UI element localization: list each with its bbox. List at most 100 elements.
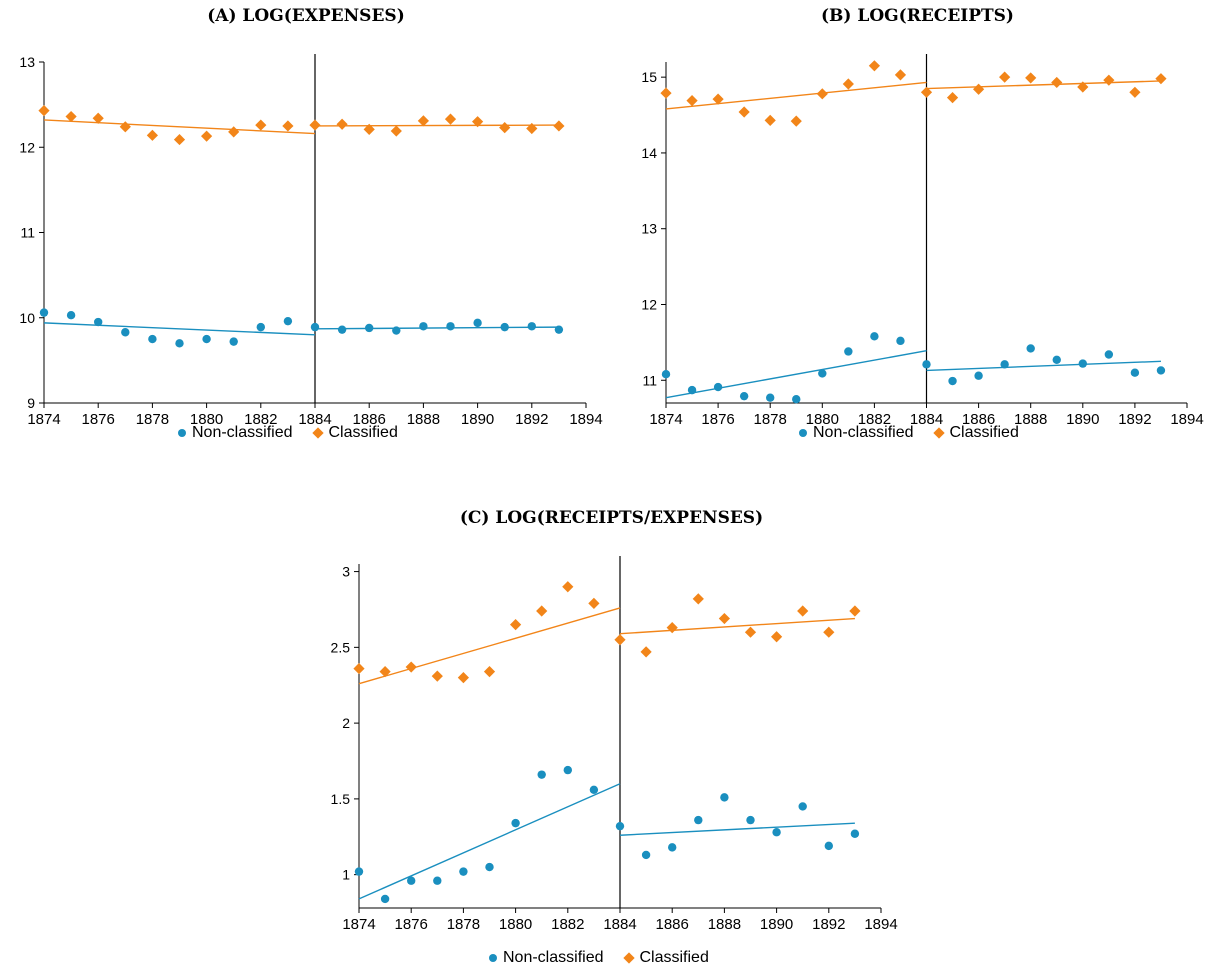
x-tick-label: 1876: [701, 411, 734, 428]
panel-c-title: (C) LOG(RECEIPTS/EXPENSES): [459, 508, 764, 528]
fit-line-pre: [358, 607, 621, 685]
data-point-classified: [336, 118, 348, 130]
panel-b-legend: Non-classified Classified: [799, 424, 1033, 442]
panel-c-chart: 1 1.5 2 2.5 3 1874 1876 1878 1880 1882 1884 1886 188…: [331, 556, 898, 933]
x-tick-label: 1884: [910, 411, 943, 428]
fit-line-post: [619, 822, 855, 836]
data-point-non-classified: [446, 322, 455, 331]
data-point-classified: [868, 60, 880, 72]
data-point-non-classified: [844, 347, 853, 356]
data-point-classified: [823, 626, 835, 638]
data-point-classified: [686, 95, 698, 107]
legend-diamond-marker: [623, 952, 636, 964]
y-tick-label: 15: [641, 69, 657, 85]
data-point-non-classified: [459, 867, 468, 876]
data-point-non-classified: [824, 841, 833, 851]
x-tick-label: 1880: [190, 411, 223, 428]
data-point-classified: [771, 631, 783, 643]
legend-label-classified: Classified: [949, 424, 1019, 441]
data-point-non-classified: [148, 334, 157, 344]
x-tick-label: 1880: [499, 916, 532, 933]
panel-a-legend: Non-classified Classified: [178, 424, 412, 442]
y-tick-label: 1: [342, 867, 350, 883]
data-point-classified: [472, 116, 484, 128]
legend-dot-marker: [178, 429, 186, 437]
legend-item-non-classified: Non-classified: [799, 424, 913, 442]
data-point-classified: [405, 661, 417, 673]
data-point-non-classified: [798, 802, 807, 811]
x-tick-label: 1894: [864, 916, 897, 933]
data-point-non-classified: [850, 829, 860, 838]
panel-b-chart: 11 12 13 14 15 1874 1876 1878 1880 1882 1884 1886 18…: [641, 54, 1204, 428]
y-tick-label: 1.5: [331, 791, 351, 807]
legend-label-non-classified: Non-classified: [813, 424, 914, 441]
data-point-non-classified: [948, 376, 957, 386]
data-point-classified: [417, 115, 429, 127]
data-point-classified: [999, 71, 1011, 83]
x-tick-label: 1894: [569, 411, 602, 428]
data-point-classified: [738, 106, 750, 118]
data-point-classified: [1025, 72, 1037, 84]
data-point-classified: [457, 672, 469, 684]
y-tick-label: 13: [641, 221, 657, 237]
data-point-classified: [363, 123, 375, 135]
x-tick-label: 1894: [1170, 411, 1203, 428]
x-tick-label: 1886: [962, 411, 995, 428]
data-point-classified: [173, 133, 186, 146]
data-point-non-classified: [661, 370, 671, 379]
data-point-classified: [816, 88, 828, 100]
data-point-non-classified: [589, 785, 599, 794]
fit-line-pre: [358, 783, 621, 900]
data-point-non-classified: [615, 821, 625, 831]
data-point-classified: [614, 634, 626, 646]
y-tick-label: 3: [342, 564, 350, 580]
data-point-classified: [1129, 86, 1141, 98]
data-point-classified: [431, 670, 443, 682]
data-point-non-classified: [1000, 360, 1009, 369]
data-point-non-classified: [380, 894, 390, 904]
data-point-classified: [842, 78, 854, 90]
y-tick-label: 10: [19, 310, 35, 326]
data-point-non-classified: [1026, 344, 1035, 353]
data-point-non-classified: [256, 322, 265, 332]
x-tick-label: 1890: [760, 916, 793, 933]
x-tick-label: 1884: [603, 916, 636, 933]
data-point-non-classified: [694, 815, 703, 825]
legend-diamond-marker: [312, 427, 325, 439]
x-tick-label: 1892: [515, 411, 548, 428]
y-tick-label: 11: [20, 225, 35, 241]
data-point-classified: [588, 597, 600, 610]
x-tick-label: 1890: [1066, 411, 1099, 428]
x-tick-label: 1892: [1118, 411, 1151, 428]
x-tick-label: 1882: [551, 916, 584, 933]
legend-item-classified: Classified: [933, 424, 1019, 442]
data-point-classified: [309, 119, 321, 131]
data-point-non-classified: [818, 369, 827, 378]
data-point-non-classified: [229, 337, 238, 346]
data-point-non-classified: [974, 371, 983, 380]
data-point-classified: [790, 115, 802, 127]
y-tick-label: 9: [27, 395, 35, 411]
fit-line-post: [619, 617, 855, 635]
data-point-classified: [849, 605, 861, 617]
fit-line-pre: [43, 322, 316, 336]
data-point-non-classified: [473, 318, 482, 328]
x-tick-label: 1878: [754, 411, 787, 428]
y-tick-label: 13: [19, 54, 35, 70]
data-point-non-classified: [772, 828, 781, 837]
data-point-classified: [1103, 74, 1115, 86]
y-tick-label: 2: [342, 715, 350, 731]
data-point-non-classified: [713, 382, 723, 392]
data-point-non-classified: [641, 850, 651, 860]
legend-label-non-classified: Non-classified: [503, 949, 604, 966]
data-point-classified: [973, 83, 985, 95]
data-point-classified: [146, 129, 158, 141]
data-point-non-classified: [792, 395, 801, 404]
data-point-classified: [444, 113, 457, 125]
data-point-non-classified: [720, 793, 729, 802]
data-point-classified: [92, 112, 104, 124]
x-tick-label: 1880: [806, 411, 839, 428]
data-point-classified: [353, 662, 365, 675]
data-point-classified: [764, 114, 776, 126]
x-tick-label: 1890: [461, 411, 494, 428]
